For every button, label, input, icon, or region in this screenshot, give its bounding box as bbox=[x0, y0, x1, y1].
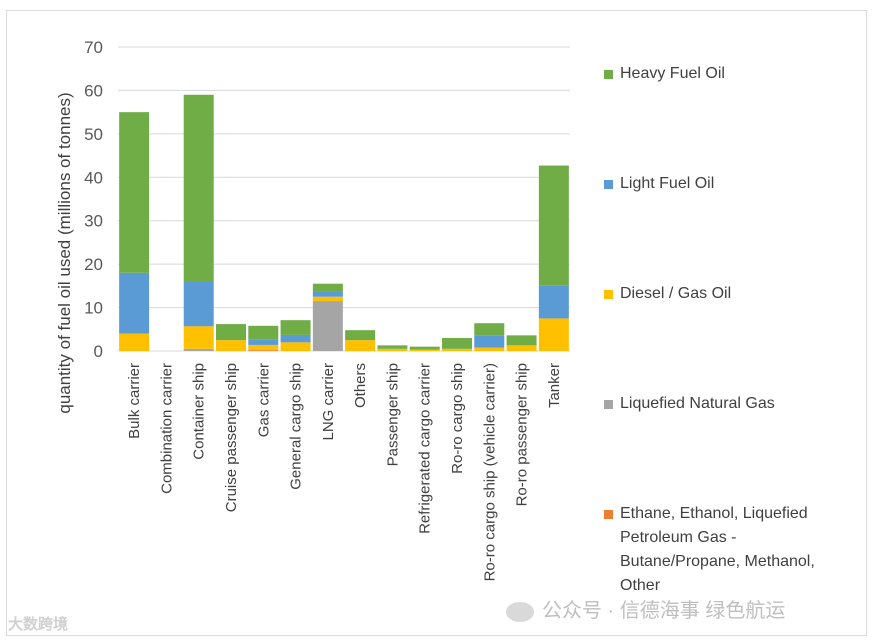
bar-segment bbox=[119, 112, 150, 273]
bar-segment bbox=[280, 320, 311, 335]
bar-segment bbox=[409, 349, 440, 351]
legend-item: Heavy Fuel Oil bbox=[604, 62, 854, 86]
x-category-label: Ro-ro cargo ship (vehicle carrier) bbox=[481, 363, 498, 581]
x-axis-categories: Bulk carrier Combination carrier Container… bbox=[126, 363, 563, 581]
bar-segment bbox=[216, 340, 246, 351]
watermark-right-text: 公众号 · 信德海事 绿色航运 bbox=[542, 600, 786, 622]
bar-segment bbox=[442, 348, 472, 351]
y-tick-label: 70 bbox=[84, 38, 103, 57]
bar-segment bbox=[377, 348, 408, 351]
y-tick-label: 30 bbox=[84, 212, 103, 231]
bar-segment bbox=[119, 333, 150, 351]
bar-segment bbox=[248, 350, 279, 351]
y-axis-ticks: 0 10 20 30 40 50 60 70 bbox=[84, 38, 103, 361]
x-category-label: Container ship bbox=[191, 363, 208, 460]
watermark-right: 公众号 · 信德海事 绿色航运 bbox=[506, 594, 785, 623]
bar-segment bbox=[248, 325, 279, 340]
bar-segment bbox=[119, 272, 150, 334]
legend-swatch bbox=[604, 290, 613, 299]
bar-segment bbox=[216, 324, 246, 341]
watermark-left-text: 大数跨境 bbox=[8, 616, 69, 633]
bar-segment bbox=[345, 330, 376, 341]
watermark-left: 大数跨境 bbox=[8, 613, 68, 634]
bar-segment bbox=[183, 326, 214, 349]
x-category-label: General cargo ship bbox=[288, 363, 305, 490]
legend-swatch bbox=[604, 510, 613, 519]
legend-label: Ethane, Ethanol, Liquefied Petroleum Gas… bbox=[620, 505, 815, 594]
x-category-label: Refrigerated cargo carrier bbox=[417, 363, 434, 534]
y-tick-label: 10 bbox=[84, 299, 103, 318]
x-category-label: Cruise passenger ship bbox=[223, 363, 240, 512]
y-tick-label: 50 bbox=[84, 125, 103, 144]
x-category-label: Ro-ro cargo ship bbox=[449, 363, 466, 474]
x-category-label: Gas carrier bbox=[255, 363, 272, 437]
y-tick-label: 60 bbox=[84, 81, 103, 100]
bar-segment bbox=[442, 337, 472, 349]
bar-segment bbox=[280, 342, 311, 351]
legend-swatch bbox=[604, 180, 613, 189]
bar-series bbox=[119, 94, 569, 351]
bar-segment bbox=[474, 347, 505, 351]
chart-frame bbox=[6, 10, 867, 636]
legend-item: Liquefied Natural Gas bbox=[604, 392, 854, 416]
legend-label: Heavy Fuel Oil bbox=[620, 65, 725, 82]
bar-segment bbox=[474, 335, 505, 348]
bar-segment bbox=[474, 323, 505, 336]
bar-segment bbox=[183, 94, 214, 282]
legend-swatch bbox=[604, 70, 613, 79]
bar-segment bbox=[183, 348, 214, 351]
y-tick-label: 40 bbox=[84, 168, 103, 187]
x-category-label: Passenger ship bbox=[384, 363, 401, 466]
bar-segment bbox=[538, 165, 569, 286]
y-tick-label: 0 bbox=[94, 342, 103, 361]
bar-segment bbox=[506, 345, 537, 351]
legend-item: Light Fuel Oil bbox=[604, 172, 854, 196]
x-category-label: Bulk carrier bbox=[126, 363, 143, 439]
bar-segment bbox=[312, 283, 343, 292]
legend-item: Ethane, Ethanol, Liquefied Petroleum Gas… bbox=[604, 502, 854, 598]
bar-segment bbox=[280, 334, 311, 343]
bar-segment bbox=[312, 291, 343, 297]
bar-segment bbox=[538, 285, 569, 319]
bar-segment bbox=[538, 318, 569, 351]
bar-segment bbox=[183, 281, 214, 327]
wechat-icon bbox=[506, 601, 534, 622]
bar-segment bbox=[312, 301, 343, 351]
bar-segment bbox=[345, 340, 376, 351]
y-axis-title: quantity of fuel oil used (millions of t… bbox=[55, 92, 74, 413]
bar-segment bbox=[506, 335, 537, 346]
x-category-label: Combination carrier bbox=[158, 363, 175, 494]
bar-segment bbox=[248, 344, 279, 351]
x-category-label: Tanker bbox=[546, 363, 563, 408]
x-category-label: Others bbox=[352, 363, 369, 408]
legend-label: Light Fuel Oil bbox=[620, 175, 715, 192]
x-category-label: LNG carrier bbox=[320, 363, 337, 441]
y-tick-label: 20 bbox=[84, 255, 103, 274]
legend-label: Diesel / Gas Oil bbox=[620, 285, 732, 302]
legend-item: Diesel / Gas Oil bbox=[604, 282, 854, 306]
bar-segment bbox=[248, 339, 279, 345]
x-category-label: Ro-ro passenger ship bbox=[514, 363, 531, 506]
bar-segment bbox=[409, 346, 440, 350]
bar-segment bbox=[312, 296, 343, 302]
bar-segment bbox=[377, 345, 408, 349]
legend-swatch bbox=[604, 400, 613, 409]
legend-label: Liquefied Natural Gas bbox=[620, 395, 775, 412]
